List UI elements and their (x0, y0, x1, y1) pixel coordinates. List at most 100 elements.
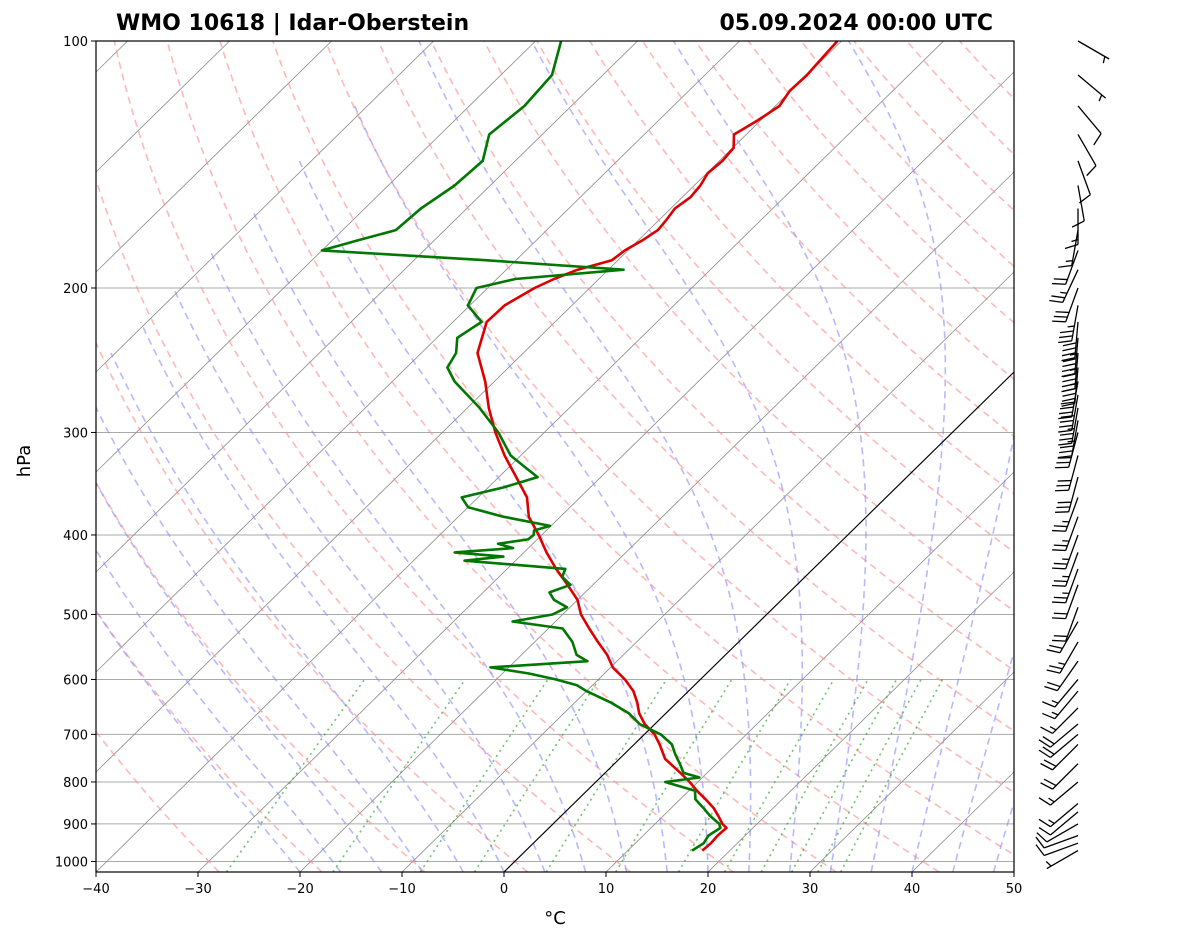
moist-adiabat (911, 431, 1014, 872)
isotherm-line (1013, 871, 1014, 872)
wind-barb (1038, 723, 1079, 748)
isotherm-line (707, 571, 1014, 872)
zero-isotherm (503, 371, 1014, 872)
wind-barb (1058, 420, 1079, 459)
wind-barb (1058, 229, 1079, 268)
wind-barb (1042, 690, 1079, 720)
temperature-profile (476, 41, 839, 852)
wind-barb (1061, 321, 1079, 362)
dry-adiabat (747, 41, 1014, 324)
wind-barb (1052, 568, 1079, 604)
wind-barb (1038, 803, 1079, 828)
sounding-profiles (320, 41, 839, 852)
isotherm-line (96, 41, 944, 872)
wind-barb (1058, 381, 1079, 420)
wind-barb (1052, 552, 1079, 587)
moist-adiabat (418, 41, 752, 872)
y-axis: 100 200 300 400 500 600 700 800 900 1000 (55, 35, 96, 870)
isotherm-line (96, 41, 842, 773)
wind-barb (1058, 407, 1079, 446)
mixing-ratio-line (723, 679, 835, 872)
dry-adiabat (377, 41, 1014, 732)
wind-barb (1077, 105, 1102, 146)
y-tick-label: 1000 (55, 855, 88, 870)
dry-adiabat (96, 481, 426, 872)
mixing-ratio-line (419, 678, 549, 872)
moist-adiabat (96, 609, 301, 872)
moist-adiabat (992, 799, 1014, 872)
wind-barb (1052, 287, 1079, 323)
wind-barb (1077, 134, 1097, 177)
y-tick-label: 200 (63, 282, 88, 297)
plot-frame (95, 40, 1015, 873)
x-tick-label: −10 (388, 882, 415, 897)
wind-barb (1077, 40, 1110, 64)
y-tick-label: 400 (63, 529, 88, 544)
x-tick-label: −30 (184, 882, 211, 897)
wind-barb (1077, 160, 1091, 204)
x-tick-label: 40 (904, 882, 921, 897)
moist-adiabat (96, 548, 342, 872)
moist-adiabat (847, 41, 947, 872)
moist-adiabat (139, 321, 505, 872)
dry-adiabat (96, 177, 631, 872)
isobar-gridlines (96, 41, 1014, 862)
x-axis-label: °C (544, 908, 566, 929)
wind-barb (1036, 823, 1079, 843)
moist-adiabat (353, 105, 709, 872)
wind-barb (1035, 834, 1079, 849)
wind-barb (1040, 763, 1079, 790)
isotherm-line (197, 71, 1014, 872)
mixing-ratio-line (332, 678, 466, 872)
dry-adiabat (272, 41, 1014, 856)
y-tick-label: 900 (63, 818, 88, 833)
chart-title-station: WMO 10618 | Idar-Oberstein (116, 11, 469, 36)
mixing-ratio-line (545, 678, 668, 872)
isotherm-line (911, 771, 1014, 872)
dry-adiabat (113, 41, 734, 872)
wind-barb (1052, 534, 1079, 570)
isotherm-gridlines (96, 41, 1014, 872)
dry-adiabat (219, 41, 940, 872)
wind-barb (1052, 584, 1079, 620)
y-axis-label: hPa (14, 445, 35, 477)
wind-barb (1055, 455, 1079, 492)
y-tick-label: 300 (63, 426, 88, 441)
isotherm-line (96, 41, 536, 473)
x-tick-label: 30 (802, 882, 819, 897)
dry-adiabat (536, 41, 1014, 554)
dry-adiabat (589, 41, 1014, 495)
dry-adiabats (96, 41, 1014, 872)
wind-barb (1055, 476, 1079, 513)
mixing-ratio-lines (225, 678, 944, 872)
y-tick-label: 700 (63, 728, 88, 743)
wind-barb (1052, 250, 1079, 285)
wind-barbs (1035, 40, 1110, 870)
dry-adiabat (853, 41, 1014, 212)
mixing-ratio-line (677, 678, 792, 872)
x-tick-label: 10 (598, 882, 615, 897)
wind-barb (1046, 621, 1079, 654)
wind-barb (1052, 607, 1079, 642)
wind-barb (1052, 516, 1079, 552)
y-tick-label: 600 (63, 673, 88, 688)
isotherm-line (96, 41, 434, 373)
x-tick-label: −20 (286, 882, 313, 897)
mixing-ratio-line (817, 679, 922, 872)
dry-adiabat (1011, 41, 1014, 44)
dry-adiabat (166, 41, 837, 872)
plot-area (96, 41, 1014, 872)
wind-barb (1035, 842, 1079, 857)
wind-barb (1045, 850, 1079, 870)
wind-barb (1049, 269, 1079, 303)
x-axis: −40 −30 −20 −10 0 10 20 30 40 50 (82, 872, 1022, 897)
dry-adiabat (430, 41, 1014, 672)
moist-adiabat (96, 481, 383, 872)
dry-adiabat (96, 608, 323, 872)
wind-barb (1040, 743, 1079, 771)
isotherm-line (401, 271, 1014, 872)
moist-adiabat (672, 41, 867, 872)
x-tick-label: 0 (500, 882, 508, 897)
wind-barb (1038, 781, 1079, 806)
